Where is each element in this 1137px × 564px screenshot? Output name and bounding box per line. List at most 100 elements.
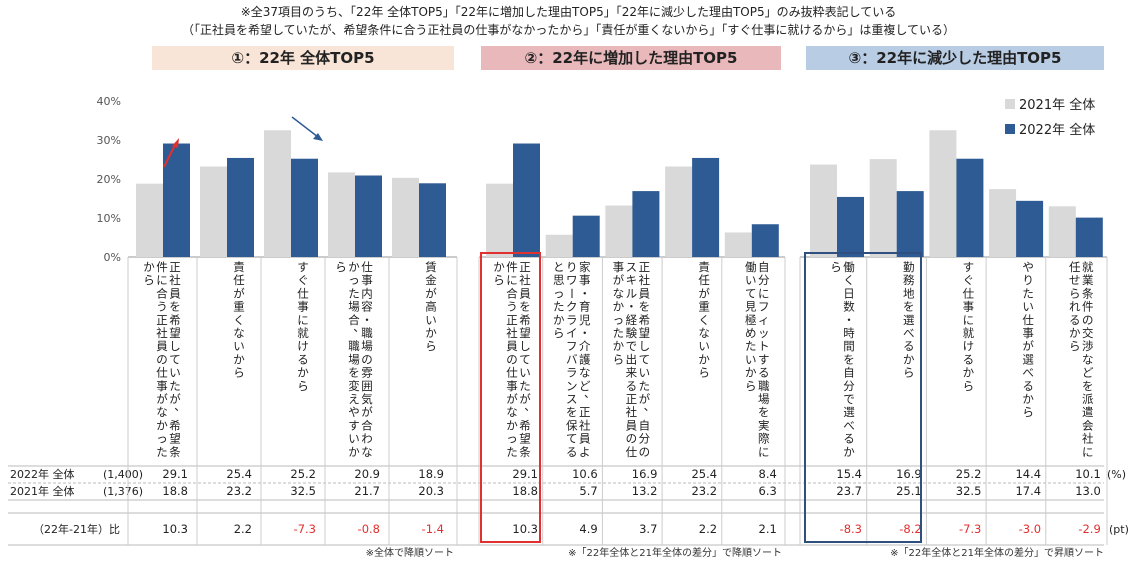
category-label-char: る: [843, 432, 855, 446]
value-diff: -8.3: [840, 522, 862, 536]
category-label-char: を: [348, 366, 360, 380]
category-label-char: 、: [644, 399, 656, 413]
bar-2022: [419, 183, 446, 257]
category-label-char: 仕: [156, 366, 168, 380]
category-label-char: ど: [1082, 366, 1094, 380]
category-label-char: れ: [1069, 300, 1081, 314]
category-label-char: か: [348, 260, 360, 274]
category-label-char: た: [348, 286, 360, 300]
category-label-char: 希: [169, 313, 181, 327]
category-label-char: 自: [843, 366, 855, 380]
category-label-char: が: [1022, 339, 1034, 353]
value-2021: 21.7: [354, 484, 380, 498]
category-label-char: ・: [361, 313, 373, 327]
category-label-char: を: [758, 405, 770, 419]
category-label-char: た: [506, 445, 518, 459]
value-2022: 16.9: [896, 467, 922, 481]
category-label-char: っ: [613, 313, 625, 327]
category-label-char: 思: [553, 273, 565, 287]
category-label-char: 員: [169, 286, 181, 300]
value-2022: 25.4: [691, 467, 717, 481]
category-label-char: 仕: [626, 445, 638, 459]
category-label-char: 育: [579, 300, 591, 314]
category-label-char: い: [698, 339, 710, 353]
panel-footnote: ※「22年全体と21年全体の差分」で昇順ソート: [890, 546, 1104, 559]
category-label-char: く: [843, 273, 855, 287]
category-label-char: か: [233, 352, 245, 366]
category-label-char: か: [297, 366, 309, 380]
y-tick-label: 10%: [97, 212, 121, 225]
category-label-char: の: [626, 432, 638, 446]
value-2022: 15.4: [836, 467, 862, 481]
category-label-char: な: [1082, 352, 1094, 366]
category-label-char: を: [566, 405, 578, 419]
category-label-char: 事: [361, 273, 373, 287]
value-2022: 29.1: [512, 467, 538, 481]
category-label-char: し: [639, 339, 651, 353]
category-label-char: か: [745, 366, 757, 380]
category-label-char: 務: [903, 273, 915, 287]
category-label-char: 高: [425, 300, 437, 314]
legend-label-2022: 2022年 全体: [1019, 122, 1095, 138]
category-label-char: 正: [626, 392, 638, 406]
value-2021: 32.5: [290, 484, 316, 498]
category-label-char: す: [758, 352, 770, 366]
category-label-char: に: [506, 273, 518, 287]
category-label-char: ら: [425, 339, 437, 353]
category-label-char: 社: [639, 273, 651, 287]
category-label-char: や: [348, 405, 360, 419]
category-label-char: ・: [579, 326, 591, 340]
category-label-char: ル: [626, 286, 638, 300]
category-label-char: っ: [506, 432, 518, 446]
category-label-char: ど: [579, 379, 591, 393]
unit-pt: (pt): [1109, 523, 1129, 536]
value-2022: 25.2: [290, 467, 316, 481]
category-label-char: 社: [519, 273, 531, 287]
bar-2022: [163, 143, 190, 257]
category-label-char: 合: [156, 286, 168, 300]
value-2022: 8.4: [759, 467, 777, 481]
category-label-char: ら: [903, 366, 915, 380]
category-label-char: ら: [143, 273, 155, 287]
category-label-char: か: [903, 352, 915, 366]
value-diff: 2.2: [699, 522, 717, 536]
category-label-char: っ: [553, 286, 565, 300]
bar-2022: [513, 143, 540, 257]
category-label-char: 変: [348, 379, 360, 393]
legend-swatch-2022: [1005, 124, 1015, 134]
category-label-char: 員: [506, 339, 518, 353]
value-2021: 13.2: [632, 484, 658, 498]
bar-2022: [291, 158, 318, 257]
category-label-char: 派: [1082, 392, 1094, 406]
category-label-char: 望: [169, 432, 181, 446]
category-label-char: 任: [233, 273, 245, 287]
category-label-char: い: [425, 313, 437, 327]
category-label-char: り: [566, 260, 578, 274]
bar-2022: [355, 175, 382, 257]
bar-2021: [665, 166, 693, 257]
category-label-char: 気: [361, 392, 373, 406]
category-label-char: 内: [361, 286, 373, 300]
category-label-char: に: [297, 313, 309, 327]
category-label-char: が: [519, 392, 531, 406]
category-label-char: な: [506, 405, 518, 419]
category-label-char: い: [745, 352, 757, 366]
category-label-char: 仕: [506, 366, 518, 380]
value-2021: 6.3: [759, 484, 777, 498]
value-2022: 10.1: [1075, 467, 1101, 481]
category-label-char: ィ: [758, 313, 770, 327]
category-label-char: 賃: [425, 260, 437, 274]
category-label-char: 社: [579, 418, 591, 432]
category-label-char: ス: [566, 392, 578, 406]
category-label-char: 条: [1082, 286, 1094, 300]
category-label-char: け: [297, 339, 309, 353]
bar-2022: [956, 158, 984, 257]
category-label-char: 保: [566, 418, 578, 432]
category-label-char: 、: [353, 320, 365, 334]
bar-2021: [989, 189, 1017, 257]
category-label-char: を: [639, 300, 651, 314]
value-diff: -8.2: [899, 522, 921, 536]
category-label-char: 正: [579, 405, 591, 419]
value-2021: 17.4: [1015, 484, 1041, 498]
category-label-char: か: [553, 313, 565, 327]
